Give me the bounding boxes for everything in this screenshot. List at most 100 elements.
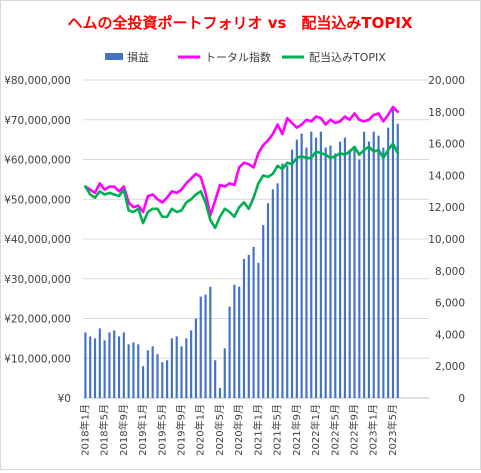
x-tick-label: 2021年5月 [271, 404, 284, 456]
y-right-tick-label: 0 [458, 393, 465, 405]
bar [199, 296, 202, 398]
bar [209, 286, 212, 398]
bar [170, 338, 173, 398]
series-line [84, 105, 400, 217]
y-left-tick-label: ¥40,000,000 [4, 234, 71, 246]
bar [310, 131, 313, 399]
bar [161, 362, 164, 398]
gridlines [83, 79, 429, 399]
bar [122, 332, 125, 398]
bar [228, 306, 231, 398]
bar [98, 328, 101, 398]
y-right-tick-label: 4,000 [435, 329, 465, 341]
bar-series-profit [84, 107, 399, 399]
y-left-tick-label: ¥20,000,000 [4, 314, 71, 326]
bar [214, 360, 217, 398]
x-tick-label: 2021年1月 [251, 404, 264, 456]
bar [146, 350, 149, 398]
bar [113, 330, 116, 398]
legend-label: 配当込みTOPIX [309, 50, 386, 64]
bar [84, 332, 87, 398]
line-series [84, 105, 400, 230]
x-tick-label: 2020年1月 [194, 404, 207, 456]
x-tick-label: 2020年9月 [232, 404, 245, 456]
x-tick-label: 2019年9月 [175, 404, 188, 456]
y-right-tick-label: 6,000 [435, 298, 465, 310]
bar [218, 388, 222, 398]
y-right-tick-label: 18,000 [428, 107, 465, 119]
bar [319, 131, 322, 399]
bar [295, 139, 298, 398]
y-left-tick-label: ¥30,000,000 [4, 274, 71, 286]
bar [324, 147, 327, 398]
bar [247, 254, 250, 398]
bar [396, 123, 399, 398]
bar [281, 163, 284, 398]
y-left-tick-label: ¥0 [58, 393, 71, 405]
bar [127, 344, 130, 398]
bar [391, 107, 395, 398]
bar [175, 336, 178, 398]
bar [339, 141, 342, 399]
bar [305, 147, 308, 398]
x-tick-label: 2021年9月 [290, 404, 303, 456]
bar [300, 133, 303, 398]
y-left-tick-label: ¥80,000,000 [4, 75, 71, 87]
bar [262, 225, 265, 398]
bar [377, 135, 380, 398]
x-tick-label: 2022年9月 [348, 404, 361, 456]
bar [223, 348, 226, 398]
x-tick-label: 2018年5月 [98, 404, 111, 456]
bar [252, 246, 255, 398]
x-tick-label: 2020年5月 [213, 404, 226, 456]
bar [108, 332, 111, 398]
bar [257, 262, 260, 398]
bar [334, 153, 337, 398]
bar [156, 354, 159, 398]
y-right-tick-label: 10,000 [428, 234, 465, 246]
bar [367, 141, 371, 399]
bar [89, 336, 92, 398]
y-axis-left: ¥0 ¥10,000,000 ¥20,000,000 ¥30,000,000 ¥40,0… [4, 75, 71, 405]
y-axis-right: 0 2,000 4,000 6,000 8,000 10,000 12,000 14,000 1… [428, 75, 465, 405]
legend-swatch [105, 53, 123, 60]
bar [180, 346, 183, 398]
bar [151, 346, 154, 398]
bar [233, 284, 236, 398]
y-right-tick-label: 14,000 [428, 170, 465, 182]
bar [194, 318, 198, 398]
bar [363, 131, 366, 399]
bar [266, 203, 270, 398]
bar [271, 189, 274, 398]
x-tick-label: 2023年5月 [386, 404, 399, 456]
bar [132, 342, 135, 398]
chart-title: ヘムの全投資ポートフォリオ vs 配当込みTOPIX [67, 14, 412, 32]
y-right-tick-label: 8,000 [435, 266, 465, 278]
bar [204, 294, 207, 398]
x-tick-label: 2018年9月 [117, 404, 130, 456]
bar [242, 258, 246, 398]
y-left-tick-label: ¥70,000,000 [4, 115, 71, 127]
bar [358, 159, 361, 398]
x-tick-label: 2019年1月 [136, 404, 149, 456]
y-right-tick-label: 12,000 [428, 202, 465, 214]
x-tick-label: 2022年1月 [309, 404, 322, 456]
bar [382, 147, 385, 398]
bar [290, 149, 294, 398]
bar [329, 145, 332, 398]
x-tick-label: 2018年1月 [78, 404, 91, 456]
x-axis: 2018年1月 2018年5月 2018年9月 2019年1月 2019年5月 2019年… [78, 404, 399, 456]
x-tick-label: 2023年1月 [367, 404, 380, 456]
x-tick-label: 2019年5月 [155, 404, 168, 456]
bar [166, 360, 169, 398]
bar [93, 338, 97, 398]
legend-label: 損益 [127, 50, 149, 64]
x-tick-label: 2022年5月 [328, 404, 341, 456]
y-right-tick-label: 20,000 [428, 75, 465, 87]
legend-label: トータル指数 [205, 50, 271, 64]
y-left-tick-label: ¥10,000,000 [4, 353, 71, 365]
bar [387, 127, 390, 398]
bar [286, 165, 289, 398]
bar [348, 149, 351, 398]
